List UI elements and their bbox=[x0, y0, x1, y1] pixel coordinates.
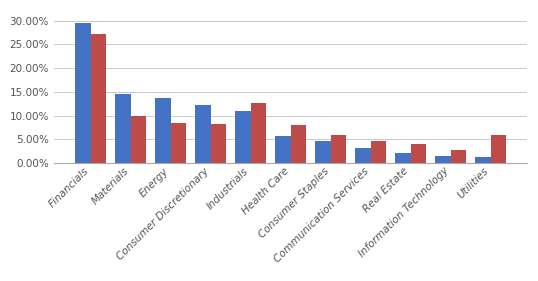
Bar bbox=[410, 144, 426, 163]
Bar bbox=[330, 135, 346, 163]
Bar bbox=[131, 115, 146, 163]
Bar bbox=[90, 34, 106, 163]
Bar bbox=[115, 94, 131, 163]
Bar bbox=[450, 150, 466, 163]
Bar bbox=[355, 148, 371, 163]
Bar bbox=[491, 135, 506, 163]
Bar bbox=[235, 111, 251, 163]
Bar bbox=[251, 103, 266, 163]
Bar bbox=[275, 136, 291, 163]
Bar bbox=[315, 141, 330, 163]
Bar bbox=[171, 123, 186, 163]
Bar bbox=[75, 23, 90, 163]
Bar bbox=[395, 153, 410, 163]
Bar bbox=[475, 157, 491, 163]
Bar bbox=[195, 105, 210, 163]
Bar bbox=[371, 141, 386, 163]
Bar bbox=[291, 125, 306, 163]
Bar bbox=[210, 124, 226, 163]
Bar bbox=[435, 156, 450, 163]
Bar bbox=[155, 98, 171, 163]
